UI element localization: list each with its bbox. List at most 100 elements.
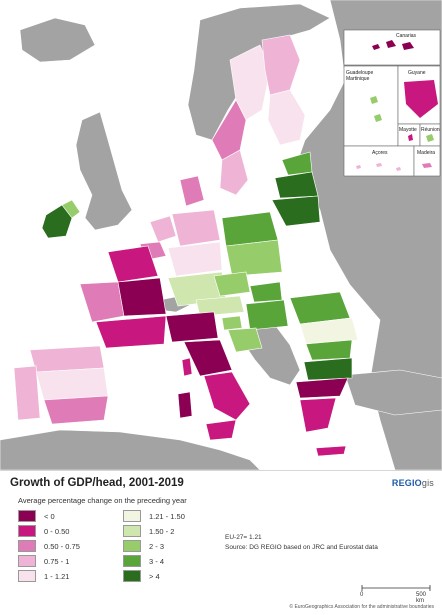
- region-austria: [195, 295, 245, 317]
- region-sweden-south: [219, 149, 249, 196]
- region-germany-mid: [167, 241, 223, 277]
- region-estonia: [281, 151, 313, 176]
- inset-guyane-label: Guyane: [408, 70, 426, 76]
- legend-item: < 0: [18, 510, 55, 522]
- inset-guadeloupe-label: Guadeloupe: [346, 70, 373, 76]
- region-greece-north: [295, 377, 349, 399]
- inset-mayotte-island: [408, 134, 413, 141]
- inset-canarias-islands: [372, 40, 414, 50]
- region-poland-south: [225, 239, 283, 277]
- region-ireland-east: [61, 199, 81, 219]
- scale-bar-graphic: [361, 585, 431, 591]
- region-spain-north: [29, 345, 105, 373]
- region-czechia: [213, 271, 251, 297]
- region-portugal: [13, 365, 41, 421]
- inset-madeira-island: [422, 163, 432, 168]
- region-bulgaria: [303, 357, 353, 381]
- region-sicily: [205, 419, 237, 441]
- legend-swatch: [123, 555, 141, 567]
- region-spain-center: [35, 367, 109, 401]
- legend-label: 1 - 1.21: [44, 571, 70, 581]
- legend-swatch: [123, 525, 141, 537]
- eu-average-note: EU-27= 1.21: [225, 534, 262, 541]
- region-finland-north: [261, 34, 301, 96]
- region-spain-south: [43, 395, 109, 425]
- region-italy-center: [183, 339, 233, 377]
- region-france-north: [107, 245, 159, 283]
- regiogis-logo: REGIOgis: [392, 478, 434, 488]
- region-france-south: [95, 315, 167, 349]
- region-italy-south: [203, 371, 251, 421]
- legend-label: 1.21 - 1.50: [149, 511, 185, 521]
- region-finland-south: [267, 89, 306, 146]
- inset-acores-islands: [356, 163, 401, 171]
- legend-label: 0.75 - 1: [44, 556, 70, 566]
- eu-regions: [13, 34, 359, 457]
- region-italy-north: [165, 311, 219, 343]
- source-note: Source: DG REGIO based on JRC and Eurost…: [225, 544, 378, 551]
- inset-outermost-regions: Canarias Guadeloupe Martinique Guyane Ma…: [343, 29, 441, 177]
- legend-item: 0.50 - 0.75: [18, 540, 80, 552]
- region-lithuania: [271, 195, 321, 227]
- region-crete: [315, 445, 347, 457]
- legend-label: 0.50 - 0.75: [44, 541, 80, 551]
- legend-item: 1 - 1.21: [18, 570, 69, 582]
- inset-guadeloupe-martinique-islands: [370, 96, 382, 122]
- legend-item: 3 - 4: [123, 555, 164, 567]
- copyright-note: © EuroGeographics Association for the ad…: [289, 604, 434, 610]
- regional-choropleth-map: Canarias Guadeloupe Martinique Guyane Ma…: [0, 0, 442, 470]
- region-netherlands: [149, 215, 177, 243]
- region-greece-south: [299, 397, 337, 433]
- inset-reunion-label: Réunion: [421, 127, 440, 133]
- legend-item: 0.75 - 1: [18, 555, 69, 567]
- region-denmark: [179, 175, 205, 207]
- region-slovakia: [249, 281, 283, 303]
- brand-main: REGIO: [391, 478, 422, 488]
- legend-swatch: [18, 525, 36, 537]
- inset-guyane-region: [404, 80, 438, 118]
- legend-item: 0 - 0.50: [18, 525, 69, 537]
- legend-label: > 4: [149, 571, 160, 581]
- legend-subtitle: Average percentage change on the precedi…: [18, 496, 187, 505]
- legend-separator: [0, 470, 442, 471]
- inset-acores-label: Açores: [372, 150, 388, 156]
- legend-item: > 4: [123, 570, 160, 582]
- legend-swatch: [18, 570, 36, 582]
- region-latvia: [274, 171, 319, 199]
- inset-mayotte-label: Mayotte: [399, 127, 417, 133]
- inset-madeira-label: Madeira: [417, 150, 435, 156]
- brand-suffix: gis: [421, 478, 434, 488]
- region-france-west: [79, 281, 125, 323]
- region-slovenia: [221, 315, 243, 331]
- region-romania-mid: [299, 317, 359, 345]
- region-corsica: [181, 357, 193, 377]
- legend-item: 1.21 - 1.50: [123, 510, 185, 522]
- region-hungary: [245, 299, 289, 331]
- legend-label: < 0: [44, 511, 55, 521]
- region-croatia: [227, 327, 263, 353]
- region-sweden-mid: [211, 99, 247, 161]
- scale-end-label: 500 km: [416, 592, 427, 604]
- inset-martinique-label: Martinique: [346, 76, 370, 82]
- map-title: Growth of GDP/head, 2001-2019: [10, 477, 184, 489]
- legend-item: 2 - 3: [123, 540, 164, 552]
- inset-canarias-label: Canarias: [396, 33, 417, 39]
- legend-label: 3 - 4: [149, 556, 165, 566]
- region-sardinia: [177, 391, 193, 419]
- legend-label: 1.50 - 2: [149, 526, 175, 536]
- region-germany-north: [171, 209, 221, 247]
- scale-start-label: 0: [360, 592, 364, 598]
- legend-swatch: [18, 510, 36, 522]
- legend-item: 1.50 - 2: [123, 525, 174, 537]
- region-france-center: [117, 277, 167, 317]
- legend-label: 2 - 3: [149, 541, 165, 551]
- legend-swatch: [123, 510, 141, 522]
- legend-swatch: [123, 570, 141, 582]
- inset-reunion-island: [426, 134, 434, 142]
- legend-label: 0 - 0.50: [44, 526, 70, 536]
- scale-bar: 0 500 km: [360, 582, 432, 604]
- legend-swatch: [123, 540, 141, 552]
- legend-swatch: [18, 555, 36, 567]
- legend-swatch: [18, 540, 36, 552]
- legend: < 0 0 - 0.50 0.50 - 0.75 0.75 - 1 1 - 1.21 1.…: [18, 510, 208, 600]
